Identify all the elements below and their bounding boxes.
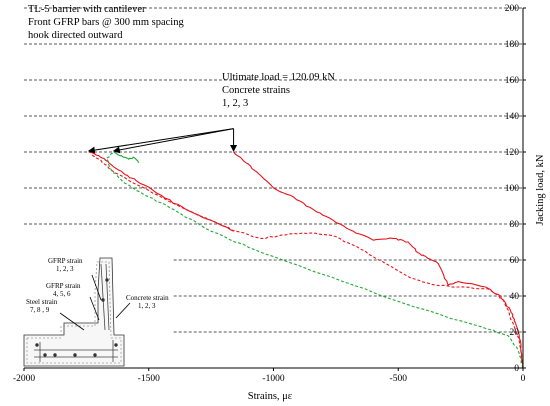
ultimate-load-note: Ultimate load = 120.09 kN [222, 72, 335, 83]
x-tick-labels: -2000 -1500 -1000 -500 0 [13, 374, 526, 384]
series-line-3 [88, 151, 234, 232]
series-line-1 [233, 151, 524, 369]
series-line-4 [105, 151, 524, 369]
x-tick-label: -1000 [262, 374, 284, 384]
y-tick-label: 40 [510, 292, 520, 302]
y-tick-label: 20 [510, 328, 520, 338]
barrier-section-inset [23, 257, 131, 367]
y-tick-label: 120 [505, 148, 520, 158]
ultimate-arrow-2 [112, 128, 234, 154]
inset-steel-strain: Steel strain [26, 298, 58, 306]
inset-concrete-strain: Concrete strain [126, 294, 169, 302]
concrete-strains-note: Concrete strains [222, 85, 290, 96]
y-tick-label: 140 [505, 112, 520, 122]
axes [23, 7, 526, 371]
y-tick-label: 200 [505, 4, 520, 14]
inset-gfrp-strain-456-nums: 4, 5, 6 [53, 290, 71, 298]
y-tick-label: 180 [505, 40, 520, 50]
y-tick-label: 100 [505, 184, 520, 194]
series-line-2 [88, 151, 524, 369]
ultimate-arrow-1 [87, 128, 234, 154]
y-tick-labels: 0 20 40 60 80 100 120 140 160 180 200 [505, 4, 520, 374]
title-line-3: hook directed outward [28, 30, 123, 41]
x-tick-label: 0 [521, 374, 526, 384]
series-line-5 [113, 151, 140, 164]
x-tick-label: -2000 [13, 374, 35, 384]
title-line-2: Front GFRP bars @ 300 mm spacing [28, 17, 184, 28]
inset-gfrp-strain-123: GFRP strain [48, 257, 83, 265]
concrete-strains-numbers: 1, 2, 3 [222, 98, 248, 109]
y-tick-label: 160 [505, 76, 520, 86]
annotation-arrows [87, 128, 238, 154]
x-tick-label: -1500 [138, 374, 160, 384]
data-series [88, 151, 524, 369]
y-tick-label: 80 [510, 220, 520, 230]
y-tick-label: 0 [514, 364, 519, 374]
inset-concrete-strain-nums: 1, 2, 3 [138, 302, 156, 310]
y-tick-label: 60 [510, 256, 520, 266]
y-axis-label: Jacking load, kN [535, 154, 546, 225]
inset-gfrp-strain-456: GFRP strain [46, 282, 81, 290]
inset-steel-strain-nums: 7, 8 , 9 [30, 306, 50, 314]
inset-gfrp-strain-123-nums: 1, 2, 3 [56, 265, 74, 273]
grid-lines [24, 7, 523, 333]
x-tick-label: -500 [390, 374, 408, 384]
x-axis-label: Strains, με [248, 391, 293, 402]
title-line-1: TL-5 barrier with cantilever [28, 4, 146, 15]
